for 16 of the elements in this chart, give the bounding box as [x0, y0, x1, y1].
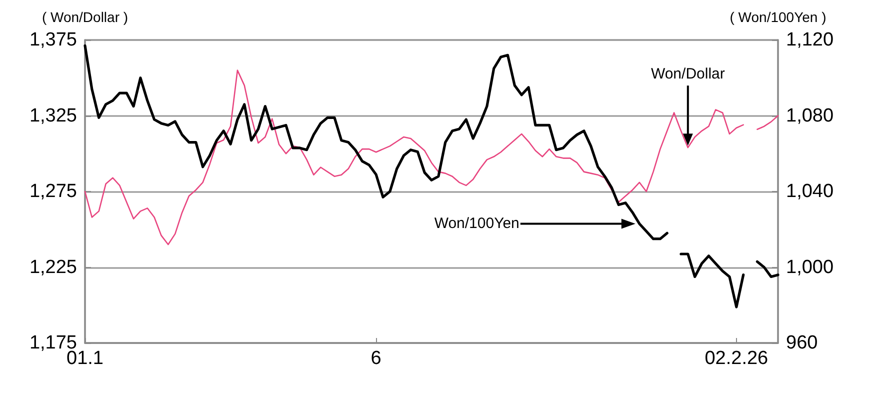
x-tick-label: 01.1 [66, 348, 104, 369]
y-axis-title: ( Won/Dollar ) [42, 9, 128, 25]
y2-tick-label: 1,000 [786, 256, 834, 278]
text: Won/100Yen [434, 215, 520, 232]
y-tick-label: 1,325 [29, 105, 77, 126]
y-tick-label: 1,225 [29, 256, 77, 278]
x-tick-label: 02.2.26 [704, 348, 768, 369]
x-tick-label: 6 [370, 348, 382, 369]
y2-tick-label: 1,120 [786, 30, 834, 50]
series-label: Won/Dollar [650, 66, 725, 83]
y-tick-label: 1,375 [29, 30, 77, 50]
y-tick-label: 1,275 [29, 181, 77, 202]
y2-tick-label: 1,040 [786, 181, 834, 202]
y2-axis-title: ( Won/100Yen ) [730, 9, 826, 25]
y2-tick-label: 1,080 [786, 105, 834, 126]
y2-tick-label: 960 [786, 332, 818, 354]
